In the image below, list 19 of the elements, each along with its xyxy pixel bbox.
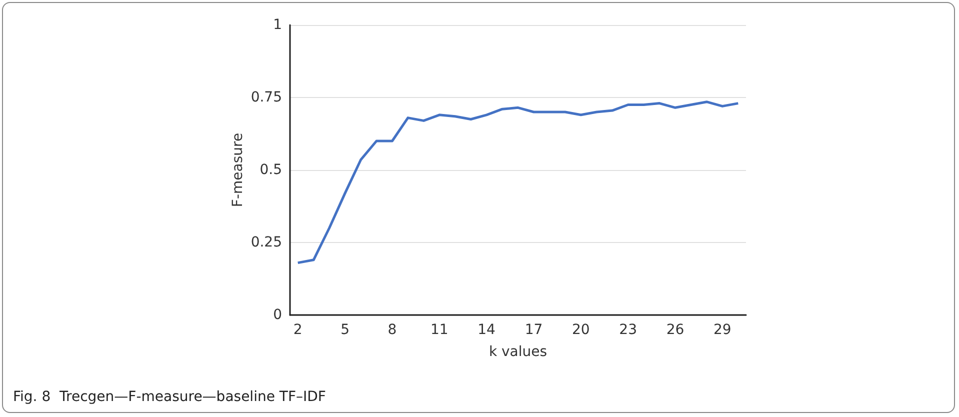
x-axis-title: k values [488, 344, 548, 360]
x-tick-label: 23 [619, 322, 637, 338]
y-tick-label: 0.75 [250, 90, 282, 106]
x-tick-label: 11 [430, 322, 448, 338]
x-tick-label: 17 [524, 322, 543, 338]
line-series [296, 100, 740, 264]
x-tick-label: 2 [293, 322, 302, 338]
y-tick-label: 0 [273, 307, 282, 323]
x-tick-label: 29 [714, 322, 732, 338]
y-tick-label: 1 [273, 17, 282, 33]
y-axis-title: F-measure [230, 132, 246, 208]
x-tick-label: 20 [572, 322, 590, 338]
y-tick-label: 0.25 [250, 234, 282, 250]
x-tick-label: 26 [666, 322, 684, 338]
text: Fig. 8 Trecgen—F-measure—baseline TF–IDF [13, 389, 326, 405]
x-tick-label: 14 [478, 322, 496, 338]
x-tick-label: 5 [340, 322, 350, 338]
y-tick-label: 0.5 [260, 162, 282, 178]
x-tick-label: 8 [388, 322, 397, 338]
